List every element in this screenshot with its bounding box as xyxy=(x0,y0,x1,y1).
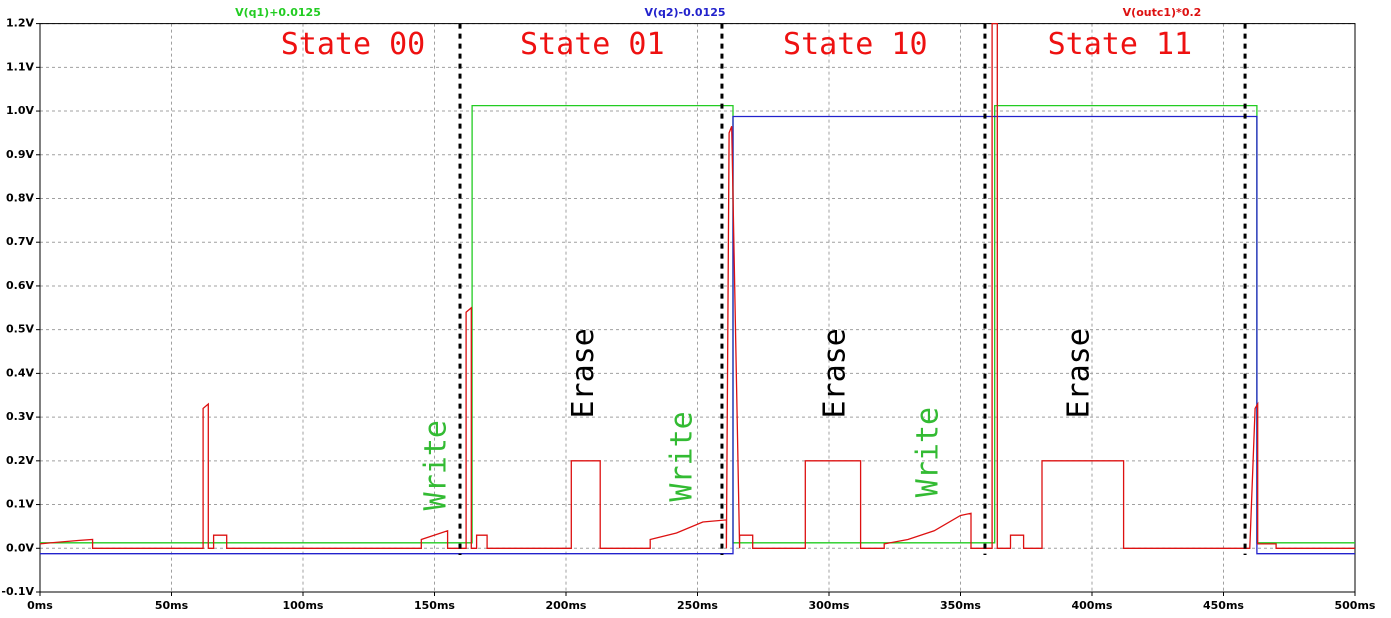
legend-entry: V(q1)+0.0125 xyxy=(235,6,321,19)
x-tick-label: 350ms xyxy=(940,599,981,612)
x-tick-label: 0ms xyxy=(27,599,53,612)
y-tick-label: 0.0V xyxy=(6,541,34,554)
x-tick-label: 300ms xyxy=(809,599,850,612)
x-tick-label: 50ms xyxy=(155,599,189,612)
y-tick-label: -0.1V xyxy=(1,585,34,598)
trace xyxy=(39,22,1355,549)
x-tick-label: 100ms xyxy=(283,599,324,612)
y-tick-label: 0.5V xyxy=(6,323,34,336)
annotation: State 11 xyxy=(1048,27,1193,62)
annotation: State 00 xyxy=(281,27,426,62)
y-tick-label: 0.3V xyxy=(6,410,34,423)
y-tick-label: 0.9V xyxy=(6,148,34,161)
annotation: Write xyxy=(419,420,454,510)
y-tick-label: 0.2V xyxy=(6,454,34,467)
legend-entry: V(outc1)*0.2 xyxy=(1123,6,1202,19)
y-tick-label: 1.2V xyxy=(6,17,34,30)
x-tick-label: 250ms xyxy=(677,599,718,612)
y-tick-label: 1.0V xyxy=(6,104,34,117)
y-tick-label: 0.4V xyxy=(6,366,34,379)
annotation: Write xyxy=(665,411,700,501)
x-tick-label: 150ms xyxy=(414,599,455,612)
y-tick-label: 0.6V xyxy=(6,279,34,292)
annotation: Erase xyxy=(818,328,853,418)
legend-entry: V(q2)-0.0125 xyxy=(644,6,725,19)
x-tick-label: 200ms xyxy=(546,599,587,612)
x-tick-label: 450ms xyxy=(1203,599,1244,612)
y-tick-label: 0.7V xyxy=(6,235,34,248)
annotation: Erase xyxy=(1061,328,1096,418)
annotation: State 10 xyxy=(783,27,928,62)
y-tick-label: 0.1V xyxy=(6,498,34,511)
trace xyxy=(40,115,1355,555)
plot-frame xyxy=(39,23,1356,593)
y-tick-label: 0.8V xyxy=(6,191,34,204)
annotation: Erase xyxy=(566,328,601,418)
x-tick-label: 400ms xyxy=(1072,599,1113,612)
y-tick-label: 1.1V xyxy=(6,60,34,73)
annotation: Write xyxy=(910,407,945,497)
x-tick-label: 500ms xyxy=(1335,599,1376,612)
annotation: State 01 xyxy=(520,27,665,62)
